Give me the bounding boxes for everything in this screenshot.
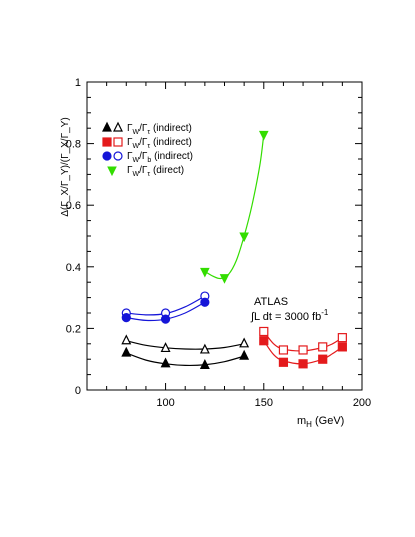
legend-marker [102, 121, 112, 132]
legend-entry: ΓW/Γτ (indirect) [127, 123, 192, 136]
data-point [278, 357, 289, 367]
data-point [298, 345, 308, 355]
data-point [199, 359, 210, 369]
data-point [259, 336, 269, 346]
data-point [337, 342, 347, 352]
data-points [121, 130, 347, 369]
x-axis-label: mH (GeV) [297, 415, 344, 429]
data-point [239, 349, 250, 360]
y-tick-label: 0.2 [66, 323, 81, 335]
data-point [200, 267, 210, 278]
legend-marker [102, 137, 112, 147]
x-tick-label: 200 [353, 397, 371, 409]
data-point [318, 354, 328, 364]
y-tick-label: 0 [75, 385, 81, 397]
data-point [298, 359, 308, 369]
legend-entry: ΓW/Γτ (direct) [127, 165, 184, 178]
legend: ΓW/Γτ (indirect)ΓW/Γτ (indirect)ΓW/Γb (i… [102, 121, 193, 178]
fit-curve [126, 340, 245, 350]
data-point [258, 130, 269, 141]
annotation-experiment: ATLAS [254, 296, 288, 308]
y-axis-label: Δ(Γ_X/Γ_Y)/(Γ_X/Γ_Y) [60, 117, 71, 216]
legend-entry: ΓW/Γb (indirect) [127, 151, 193, 164]
data-point [199, 343, 210, 354]
data-point [318, 342, 328, 352]
data-point [239, 337, 250, 348]
legend-marker [113, 121, 123, 132]
data-point [121, 334, 132, 345]
x-tick-label: 100 [156, 397, 174, 409]
data-point [200, 297, 210, 307]
legend-marker [107, 166, 117, 177]
annotation-luminosity: ∫L dt = 3000 fb-1 [250, 308, 329, 323]
data-point [337, 333, 347, 343]
y-tick-label: 0.4 [66, 262, 81, 274]
data-point [160, 314, 171, 324]
legend-marker [102, 151, 112, 161]
fit-curve [126, 352, 245, 367]
y-tick-label: 0.8 [66, 139, 81, 151]
data-point [259, 326, 269, 337]
legend-marker [113, 151, 123, 161]
y-axis-ticks: 0 0.2 0.4 0.6 0.8 1 [66, 77, 362, 397]
y-tick-label: 0.6 [66, 200, 81, 212]
legend-entry: ΓW/Γτ (indirect) [127, 137, 192, 150]
fit-curves [126, 134, 343, 367]
data-point [278, 345, 289, 355]
y-tick-label: 1 [75, 77, 81, 89]
data-point [239, 232, 249, 243]
data-point [160, 342, 171, 353]
data-point [121, 346, 132, 357]
data-point [121, 313, 131, 323]
fit-curve [204, 134, 265, 280]
x-axis-ticks: 100 150 200 [86, 82, 371, 409]
x-tick-label: 150 [255, 397, 273, 409]
legend-marker [113, 137, 123, 147]
data-point [219, 274, 230, 284]
data-point [160, 357, 171, 368]
